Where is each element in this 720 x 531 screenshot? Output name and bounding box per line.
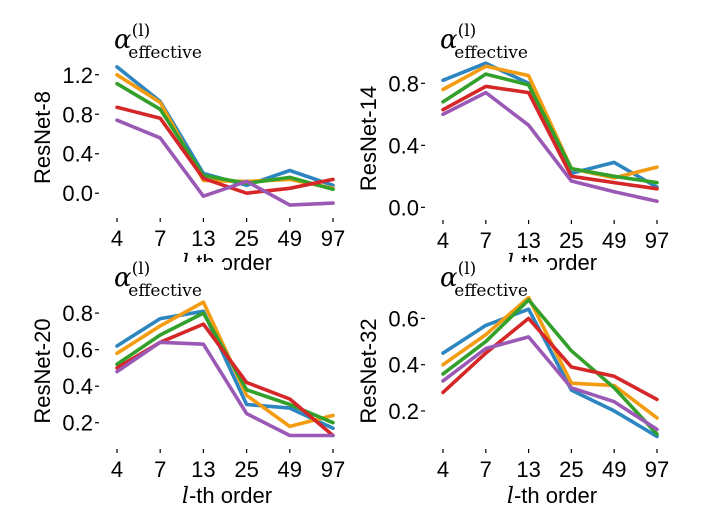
x-axis-title-suffix: -th order xyxy=(189,483,272,508)
y-tick-label: 0.6 xyxy=(62,338,93,363)
series-line-3 xyxy=(441,72,659,185)
series-line-1 xyxy=(115,65,335,188)
x-tick-label: 25 xyxy=(234,226,258,251)
x-tick-label: 7 xyxy=(480,228,492,253)
x-tick-label: 7 xyxy=(480,457,492,482)
alpha-subscript: effective xyxy=(128,43,202,63)
series-line-5 xyxy=(441,90,659,203)
series-line-4 xyxy=(441,316,659,402)
x-tick-label: 4 xyxy=(111,457,123,482)
alpha-effective-annotation: α(l) effective xyxy=(440,259,528,301)
y-axis-label: ResNet-20 xyxy=(30,318,55,423)
y-tick-label: 0.0 xyxy=(388,195,419,220)
annotation-background xyxy=(112,24,224,57)
alpha-superscript: (l) xyxy=(132,21,151,41)
alpha-symbol: α xyxy=(440,25,458,55)
y-tick-label: 0.6 xyxy=(388,306,419,331)
x-tick-label: 4 xyxy=(437,228,449,253)
x-tick-label: 97 xyxy=(645,228,669,253)
series-line-4 xyxy=(115,105,335,195)
series-line-1 xyxy=(441,307,659,439)
x-tick-label: 7 xyxy=(154,457,166,482)
x-tick-label: 49 xyxy=(602,228,626,253)
annotation-background xyxy=(438,24,550,57)
annotation-background xyxy=(438,262,550,295)
alpha-effective-annotation: α(l) effective xyxy=(114,259,202,301)
alpha-symbol: α xyxy=(114,25,132,55)
x-tick-label: 4 xyxy=(437,457,449,482)
y-axis-label: ResNet-32 xyxy=(356,318,381,423)
y-tick-label: 0.2 xyxy=(62,411,93,436)
series-line-5 xyxy=(441,335,659,432)
alpha-superscript: (l) xyxy=(458,21,477,41)
x-tick-label: 7 xyxy=(154,226,166,251)
y-tick-label: 0.4 xyxy=(388,133,419,158)
x-axis-title: l-th order xyxy=(507,483,597,509)
x-tick-label: 13 xyxy=(516,228,540,253)
x-axis-title: l-th order xyxy=(182,483,272,509)
x-tick-label: 25 xyxy=(559,228,583,253)
x-axis-title-variable: l xyxy=(507,484,514,509)
alpha-effective-annotation: α(l) effective xyxy=(440,21,528,63)
x-tick-label: 25 xyxy=(234,457,258,482)
chart-panel-1: ResNet-80.00.40.81.24713254997l-th order… xyxy=(30,21,345,276)
alpha-subscript: effective xyxy=(454,281,528,301)
series-line-1 xyxy=(115,309,335,431)
y-tick-label: 1.2 xyxy=(62,63,93,88)
y-tick-label: 0.8 xyxy=(388,71,419,96)
alpha-symbol: α xyxy=(114,263,132,293)
x-tick-label: 13 xyxy=(516,457,540,482)
x-tick-label: 13 xyxy=(191,457,215,482)
series-line-3 xyxy=(441,298,659,436)
x-tick-label: 4 xyxy=(111,226,123,251)
y-tick-label: 0.8 xyxy=(62,102,93,127)
alpha-superscript: (l) xyxy=(458,259,477,279)
chart-panel-4: ResNet-32 0.2 0.4 0.6 4 7 13 25 49 97 l-th order α(… xyxy=(356,259,669,509)
x-tick-label: 25 xyxy=(559,457,583,482)
series-line-3 xyxy=(115,81,335,192)
alpha-superscript: (l) xyxy=(132,259,151,279)
x-tick-label: 97 xyxy=(645,457,669,482)
y-tick-label: 0.4 xyxy=(62,374,93,399)
x-tick-label: 49 xyxy=(278,457,302,482)
x-tick-label: 49 xyxy=(602,457,626,482)
y-tick-label: 0.8 xyxy=(62,301,93,326)
x-axis-title-variable: l xyxy=(182,484,189,509)
x-tick-label: 97 xyxy=(321,457,345,482)
alpha-subscript: effective xyxy=(454,43,528,63)
x-axis-title-suffix: -th order xyxy=(514,483,597,508)
y-tick-label: 0.4 xyxy=(388,353,419,378)
alpha-effective-annotation: α(l) effective xyxy=(114,21,202,63)
y-tick-label: 0.4 xyxy=(62,142,93,167)
alpha-symbol: α xyxy=(440,263,458,293)
x-tick-label: 97 xyxy=(321,226,345,251)
annotation-background xyxy=(112,262,224,295)
series-line-5 xyxy=(115,118,335,207)
y-tick-label: 0.0 xyxy=(62,181,93,206)
y-axis-label: ResNet-8 xyxy=(30,91,55,184)
x-tick-label: 49 xyxy=(278,226,302,251)
series-line-4 xyxy=(441,84,659,191)
alpha-subscript: effective xyxy=(128,281,202,301)
y-axis-label: ResNet-14 xyxy=(356,86,381,191)
chart-panel-3: ResNet-20 0.2 0.4 0.6 0.8 4 7 13 25 49 97 l-th orde… xyxy=(30,259,345,509)
series-line-5 xyxy=(115,340,335,438)
x-tick-label: 13 xyxy=(191,226,215,251)
y-tick-label: 0.2 xyxy=(388,399,419,424)
